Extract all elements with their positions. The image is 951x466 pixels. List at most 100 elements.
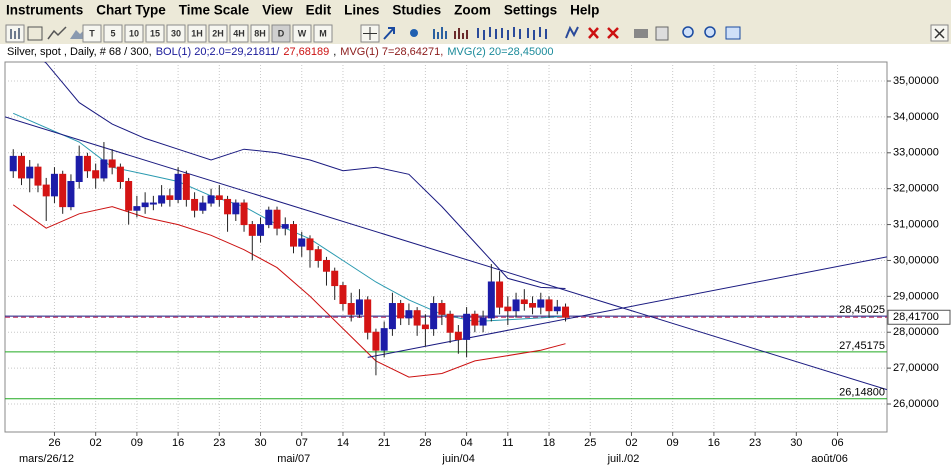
menu-item[interactable]: Edit [306,3,332,18]
candle-body [413,310,421,326]
candle-body [364,299,372,333]
x-tick-label: 18 [543,437,555,449]
y-tick-label: 28,00000 [893,326,939,338]
icon-delete[interactable] [588,27,599,39]
candle-body [182,173,190,200]
icon-part [18,28,20,39]
icon-zoom-out[interactable] [704,26,716,38]
candle-body [562,306,570,318]
y-tick-label: 30,00000 [893,254,939,266]
candle-body [141,202,149,208]
timescale-button[interactable] [187,24,207,43]
timescale-button[interactable] [313,24,333,43]
menu-item[interactable]: Settings [504,3,557,18]
candle-body [471,313,479,326]
info-text: MVG(1) 7=28,64271, [340,46,443,58]
x-tick-label: 16 [172,437,184,449]
candle-body [232,202,240,215]
timescale-label: D [278,28,285,38]
menu-item[interactable]: Studies [392,3,441,18]
candle-body [290,224,298,247]
candle-body [125,181,133,211]
candle-body [463,313,471,340]
trendline [367,256,887,358]
icon-candles[interactable] [27,26,43,41]
candle-body [298,238,306,247]
icon-zoom-fit[interactable] [725,26,741,40]
menu-item[interactable]: Help [570,3,599,18]
candle-body [372,331,380,351]
candle-body [166,195,174,200]
candle-body [520,299,528,305]
icon-trend[interactable] [383,27,395,40]
level-label: 28,45025 [839,304,885,316]
timescale-label: M [319,28,327,38]
candle-body [248,224,256,236]
axes: 26,00000 27,00000 28,00000 29,00000 30,00000… [19,75,951,465]
timescale-button[interactable] [145,24,165,43]
x-tick-label: 30 [790,437,802,449]
x-month-label: juil./02 [607,453,640,465]
candle-body [553,306,561,312]
timescale-label: 2H [212,28,224,38]
x-month-label: août/06 [811,453,848,465]
icon-studies[interactable] [433,27,447,39]
icon-zoom-in[interactable] [682,26,694,38]
candle-body [224,198,232,215]
timescale-label: 1H [191,28,203,38]
icon-area[interactable] [70,28,86,39]
candle-body [496,281,504,308]
timescale-label: 8H [254,28,266,38]
candle-body [207,195,215,204]
timescale-button[interactable] [250,24,270,43]
icon-info[interactable] [410,29,418,37]
candle-body [339,285,347,305]
timescale-button[interactable] [229,24,249,43]
candle-body [133,206,141,211]
candle-body [397,303,405,319]
grid [5,62,887,432]
menu-item[interactable]: Chart Type [96,3,166,18]
icon-save[interactable] [655,26,669,41]
timescale-button[interactable] [208,24,228,43]
timescale-button[interactable] [82,24,102,43]
icon-draw[interactable] [565,25,579,39]
x-tick-label: 06 [831,437,843,449]
candle-body [42,184,50,197]
icon-delete-all[interactable] [607,27,619,39]
candle-body [100,159,108,179]
candle-body [34,166,42,186]
menu-item[interactable]: Time Scale [179,3,250,18]
timescale-button[interactable] [271,24,291,43]
menu-item[interactable]: Zoom [454,3,491,18]
timescale-button[interactable] [103,24,123,43]
toolbar-icons [5,24,949,43]
icon-print[interactable] [634,29,648,38]
x-tick-label: 14 [337,437,349,449]
candle-body [26,166,34,179]
timescale-label: 15 [150,28,160,38]
y-tick-label: 34,00000 [893,111,939,123]
menu-item[interactable]: View [262,3,293,18]
timescale-button[interactable] [292,24,312,43]
menu-item[interactable]: Instruments [6,3,83,18]
icon-fib[interactable] [477,27,497,40]
icon-gann[interactable] [527,27,547,40]
info-text: BOL(1) 20;2.0=29,21811/ [156,46,281,58]
candle-body [273,209,281,229]
level-label: 26,14800 [839,387,885,399]
icon-volume[interactable] [454,28,468,39]
x-tick-label: 07 [296,437,308,449]
timescale-label: 4H [233,28,245,38]
icon-part [934,28,945,39]
timescale-button[interactable] [166,24,186,43]
icon-line[interactable] [47,26,67,40]
candle-body [504,306,512,312]
icon-cycles[interactable] [501,27,521,40]
menu-item[interactable]: Lines [344,3,379,18]
y-tick-label: 35,00000 [893,75,939,87]
timescale-button[interactable] [124,24,144,43]
x-tick-label: 04 [460,437,472,449]
y-tick-label: 27,00000 [893,362,939,374]
